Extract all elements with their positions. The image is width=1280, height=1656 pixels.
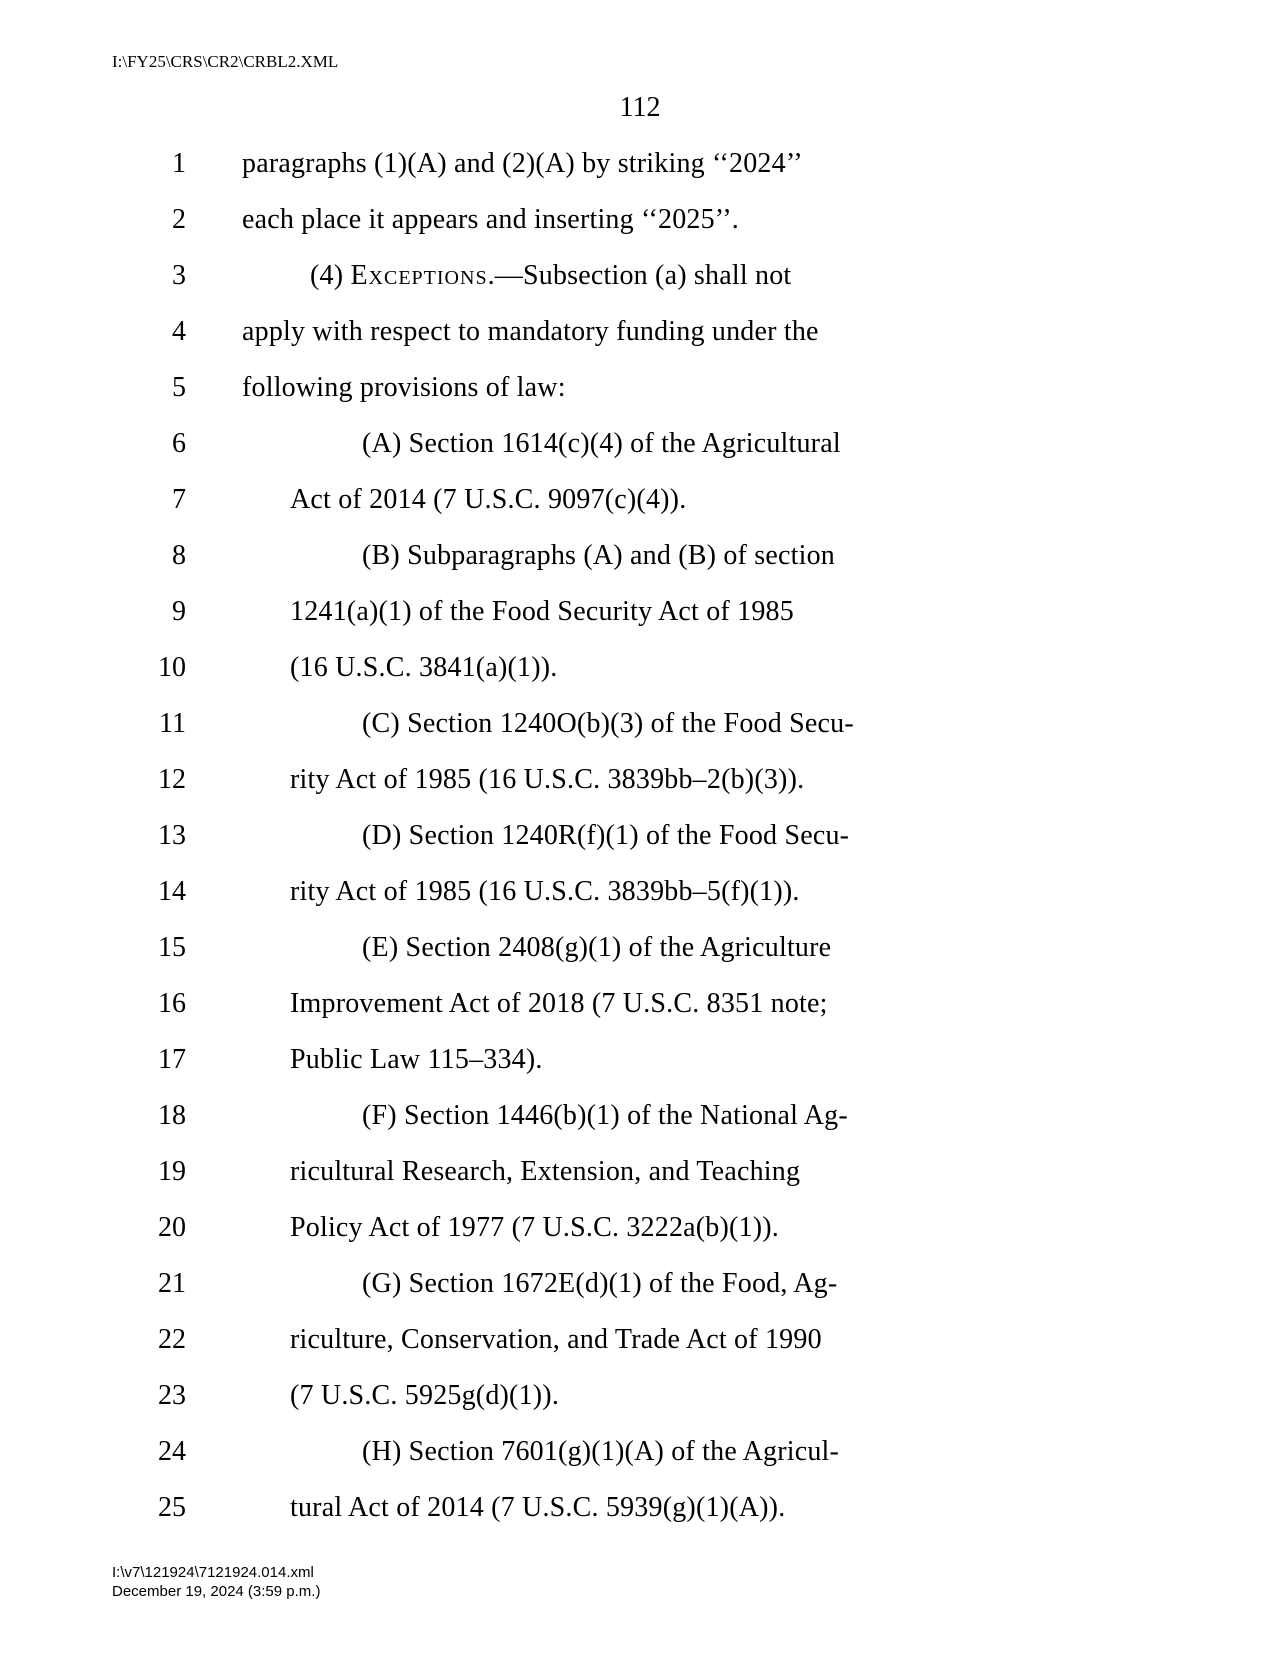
bill-text-content: 1paragraphs (1)(A) and (2)(A) by strikin… [138, 148, 1138, 1548]
line-number: 9 [138, 596, 194, 628]
line-text: (7 U.S.C. 5925g(d)(1)). [194, 1382, 1138, 1410]
bill-line: 16Improvement Act of 2018 (7 U.S.C. 8351… [138, 988, 1138, 1020]
bill-line: 24(H) Section 7601(g)(1)(A) of the Agric… [138, 1436, 1138, 1468]
line-number: 10 [138, 652, 194, 684]
line-number: 11 [138, 708, 194, 740]
line-number: 14 [138, 876, 194, 908]
line-number: 13 [138, 820, 194, 852]
line-text: apply with respect to mandatory funding … [194, 318, 1138, 346]
line-text: riculture, Conservation, and Trade Act o… [194, 1326, 1138, 1354]
line-text: (16 U.S.C. 3841(a)(1)). [194, 654, 1138, 682]
line-number: 5 [138, 372, 194, 404]
line-text: (C) Section 1240O(b)(3) of the Food Secu… [194, 710, 1138, 738]
line-text: Public Law 115–334). [194, 1046, 1138, 1074]
line-number: 7 [138, 484, 194, 516]
line-text: 1241(a)(1) of the Food Security Act of 1… [194, 598, 1138, 626]
bill-line: 10(16 U.S.C. 3841(a)(1)). [138, 652, 1138, 684]
line-number: 21 [138, 1268, 194, 1300]
line-number: 3 [138, 260, 194, 292]
bill-line: 15(E) Section 2408(g)(1) of the Agricult… [138, 932, 1138, 964]
line-text: (D) Section 1240R(f)(1) of the Food Secu… [194, 822, 1138, 850]
line-number: 25 [138, 1492, 194, 1524]
bill-line: 3(4) Exceptions.—Subsection (a) shall no… [138, 260, 1138, 292]
bill-line: 22riculture, Conservation, and Trade Act… [138, 1324, 1138, 1356]
line-number: 18 [138, 1100, 194, 1132]
bill-line: 17Public Law 115–334). [138, 1044, 1138, 1076]
line-number: 8 [138, 540, 194, 572]
line-number: 23 [138, 1380, 194, 1412]
bill-line: 91241(a)(1) of the Food Security Act of … [138, 596, 1138, 628]
line-text: tural Act of 2014 (7 U.S.C. 5939(g)(1)(A… [194, 1494, 1138, 1522]
line-number: 2 [138, 204, 194, 236]
line-text: (H) Section 7601(g)(1)(A) of the Agricul… [194, 1438, 1138, 1466]
line-number: 4 [138, 316, 194, 348]
bill-line: 7Act of 2014 (7 U.S.C. 9097(c)(4)). [138, 484, 1138, 516]
bill-line: 19ricultural Research, Extension, and Te… [138, 1156, 1138, 1188]
bill-line: 23(7 U.S.C. 5925g(d)(1)). [138, 1380, 1138, 1412]
line-number: 22 [138, 1324, 194, 1356]
line-number: 17 [138, 1044, 194, 1076]
line-number: 12 [138, 764, 194, 796]
bill-line: 18(F) Section 1446(b)(1) of the National… [138, 1100, 1138, 1132]
bill-line: 8(B) Subparagraphs (A) and (B) of sectio… [138, 540, 1138, 572]
line-text: Act of 2014 (7 U.S.C. 9097(c)(4)). [194, 486, 1138, 514]
line-text: ricultural Research, Extension, and Teac… [194, 1158, 1138, 1186]
bill-line: 4apply with respect to mandatory funding… [138, 316, 1138, 348]
bill-line: 11(C) Section 1240O(b)(3) of the Food Se… [138, 708, 1138, 740]
line-text: (F) Section 1446(b)(1) of the National A… [194, 1102, 1138, 1130]
line-text: (4) Exceptions.—Subsection (a) shall not [194, 262, 1138, 290]
line-number: 20 [138, 1212, 194, 1244]
line-text: (B) Subparagraphs (A) and (B) of section [194, 542, 1138, 570]
bill-line: 14rity Act of 1985 (16 U.S.C. 3839bb–5(f… [138, 876, 1138, 908]
line-text: (G) Section 1672E(d)(1) of the Food, Ag- [194, 1270, 1138, 1298]
line-text: (E) Section 2408(g)(1) of the Agricultur… [194, 934, 1138, 962]
line-text: rity Act of 1985 (16 U.S.C. 3839bb–2(b)(… [194, 766, 1138, 794]
bill-line: 21(G) Section 1672E(d)(1) of the Food, A… [138, 1268, 1138, 1300]
line-text: Improvement Act of 2018 (7 U.S.C. 8351 n… [194, 990, 1138, 1018]
footer-file-path: I:\v7\121924\7121924.014.xml [112, 1564, 314, 1581]
line-number: 15 [138, 932, 194, 964]
line-text: following provisions of law: [194, 374, 1138, 402]
bill-line: 13(D) Section 1240R(f)(1) of the Food Se… [138, 820, 1138, 852]
line-number: 16 [138, 988, 194, 1020]
bill-line: 5following provisions of law: [138, 372, 1138, 404]
page-number: 112 [620, 92, 661, 124]
bill-line: 6(A) Section 1614(c)(4) of the Agricultu… [138, 428, 1138, 460]
line-text: paragraphs (1)(A) and (2)(A) by striking… [194, 150, 1138, 178]
line-number: 1 [138, 148, 194, 180]
bill-line: 1paragraphs (1)(A) and (2)(A) by strikin… [138, 148, 1138, 180]
line-number: 19 [138, 1156, 194, 1188]
line-text: rity Act of 1985 (16 U.S.C. 3839bb–5(f)(… [194, 878, 1138, 906]
bill-line: 25tural Act of 2014 (7 U.S.C. 5939(g)(1)… [138, 1492, 1138, 1524]
header-file-path: I:\FY25\CRS\CR2\CRBL2.XML [112, 52, 338, 72]
line-number: 6 [138, 428, 194, 460]
line-number: 24 [138, 1436, 194, 1468]
bill-line: 12rity Act of 1985 (16 U.S.C. 3839bb–2(b… [138, 764, 1138, 796]
footer-date: December 19, 2024 (3:59 p.m.) [112, 1583, 320, 1600]
line-text: Policy Act of 1977 (7 U.S.C. 3222a(b)(1)… [194, 1214, 1138, 1242]
bill-line: 20Policy Act of 1977 (7 U.S.C. 3222a(b)(… [138, 1212, 1138, 1244]
line-text: each place it appears and inserting ‘‘20… [194, 206, 1138, 234]
bill-line: 2each place it appears and inserting ‘‘2… [138, 204, 1138, 236]
line-text: (A) Section 1614(c)(4) of the Agricultur… [194, 430, 1138, 458]
